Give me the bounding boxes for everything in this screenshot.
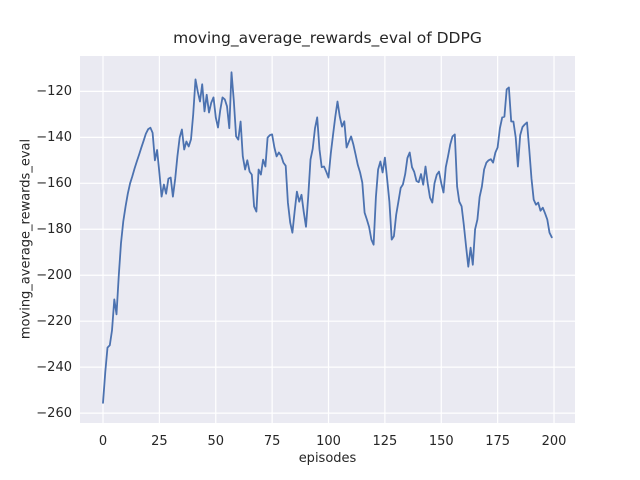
y-tick-label: −180 bbox=[36, 221, 72, 237]
y-tick-label: −260 bbox=[36, 405, 72, 421]
data-line bbox=[102, 71, 553, 404]
x-axis-label: episodes bbox=[298, 451, 357, 466]
y-tick-label: −160 bbox=[36, 175, 72, 191]
x-tick-label: 50 bbox=[207, 434, 225, 449]
x-tick-label: 75 bbox=[263, 434, 281, 449]
y-tick-label: −220 bbox=[36, 313, 72, 329]
y-tick-label: −140 bbox=[36, 129, 72, 145]
chart-title: moving_average_rewards_eval of DDPG bbox=[173, 29, 482, 47]
x-tick-label: 100 bbox=[316, 434, 341, 449]
x-tick-label: 175 bbox=[485, 434, 511, 449]
x-tick-label: 0 bbox=[98, 434, 108, 449]
y-tick-label: −120 bbox=[36, 83, 72, 99]
y-axis-label: moving_average_rewards_eval bbox=[18, 138, 34, 340]
y-tick-label: −240 bbox=[36, 359, 72, 375]
x-tick-label: 200 bbox=[541, 434, 567, 449]
axes-background bbox=[80, 56, 575, 423]
x-tick-label: 25 bbox=[151, 434, 168, 449]
x-tick-label: 150 bbox=[428, 434, 454, 449]
y-tick-label: −200 bbox=[36, 267, 72, 283]
x-tick-label: 125 bbox=[372, 434, 398, 449]
